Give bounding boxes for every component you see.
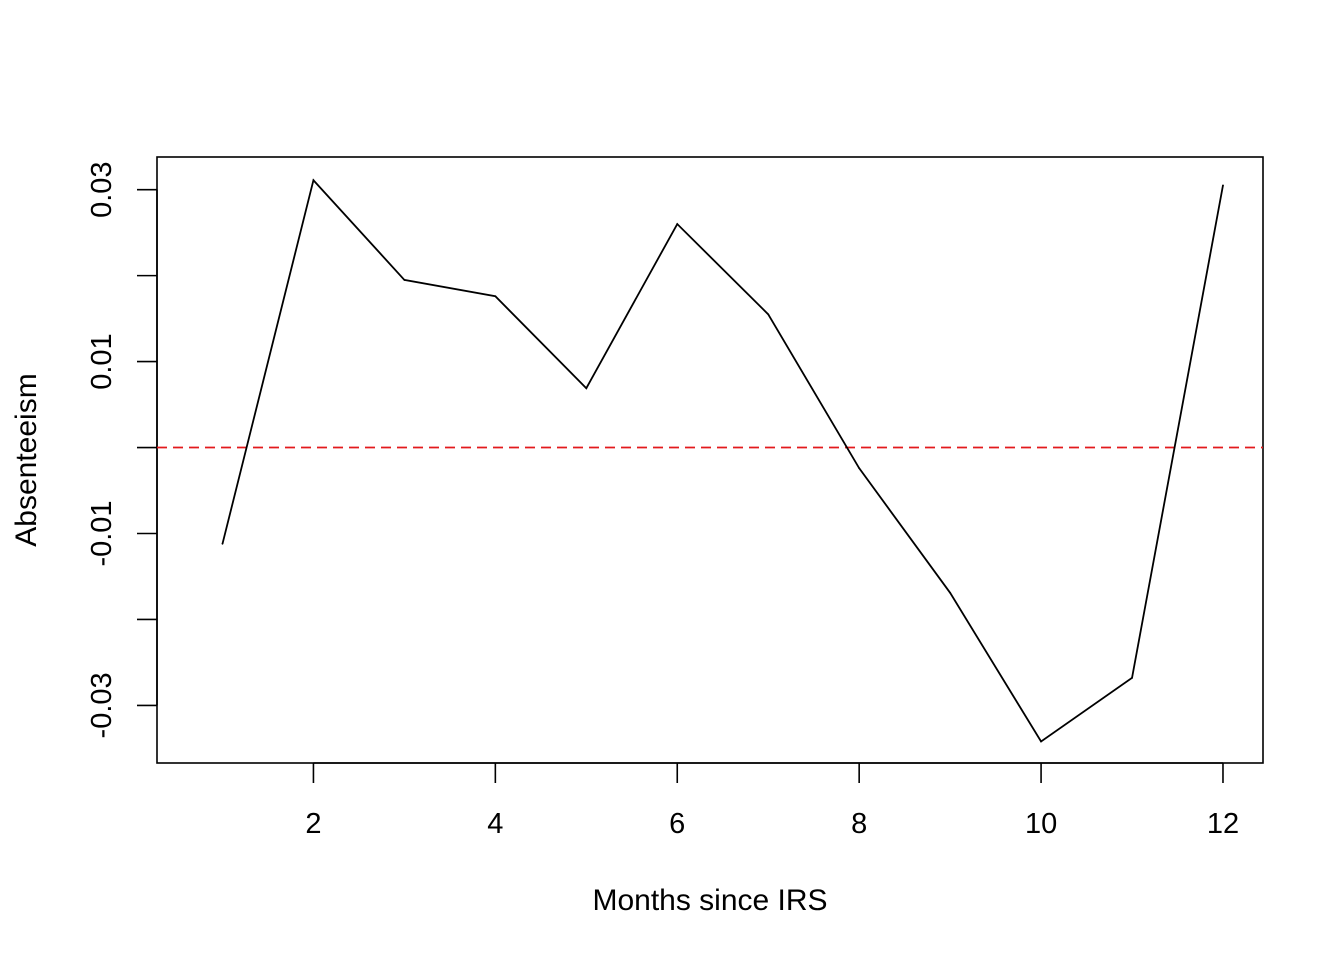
data-point xyxy=(494,295,497,298)
y-tick-label: 0.03 xyxy=(86,161,118,217)
y-axis-title: Absenteeism xyxy=(10,373,43,546)
data-point xyxy=(1222,184,1224,187)
x-tick-label: 4 xyxy=(487,808,503,840)
data-point xyxy=(949,591,952,594)
x-axis-title: Months since IRS xyxy=(592,884,827,917)
absenteeism-series-line xyxy=(221,178,1224,743)
y-tick-label: 0.01 xyxy=(86,333,118,389)
data-point xyxy=(221,542,224,545)
data-point xyxy=(312,179,315,182)
y-tick-label: -0.01 xyxy=(86,500,118,566)
plot-frame xyxy=(156,156,1264,764)
data-point xyxy=(676,223,679,225)
data-point xyxy=(1131,677,1133,679)
x-tick-label: 6 xyxy=(669,808,685,840)
series-layer xyxy=(221,178,1224,743)
x-tick-label: 2 xyxy=(305,808,321,840)
x-tick-label: 8 xyxy=(851,808,867,840)
x-axis: 2 4 6 8 10 12 xyxy=(305,762,1239,840)
data-point xyxy=(858,467,861,470)
data-point xyxy=(767,313,770,316)
y-axis: -0.03 -0.01 0.01 0.03 xyxy=(86,161,158,738)
x-tick-label: 10 xyxy=(1025,808,1057,840)
y-tick-label: -0.03 xyxy=(86,672,118,738)
data-point xyxy=(1040,740,1042,743)
data-point xyxy=(403,279,406,281)
data-point xyxy=(585,387,588,390)
x-tick-label: 12 xyxy=(1207,808,1239,840)
